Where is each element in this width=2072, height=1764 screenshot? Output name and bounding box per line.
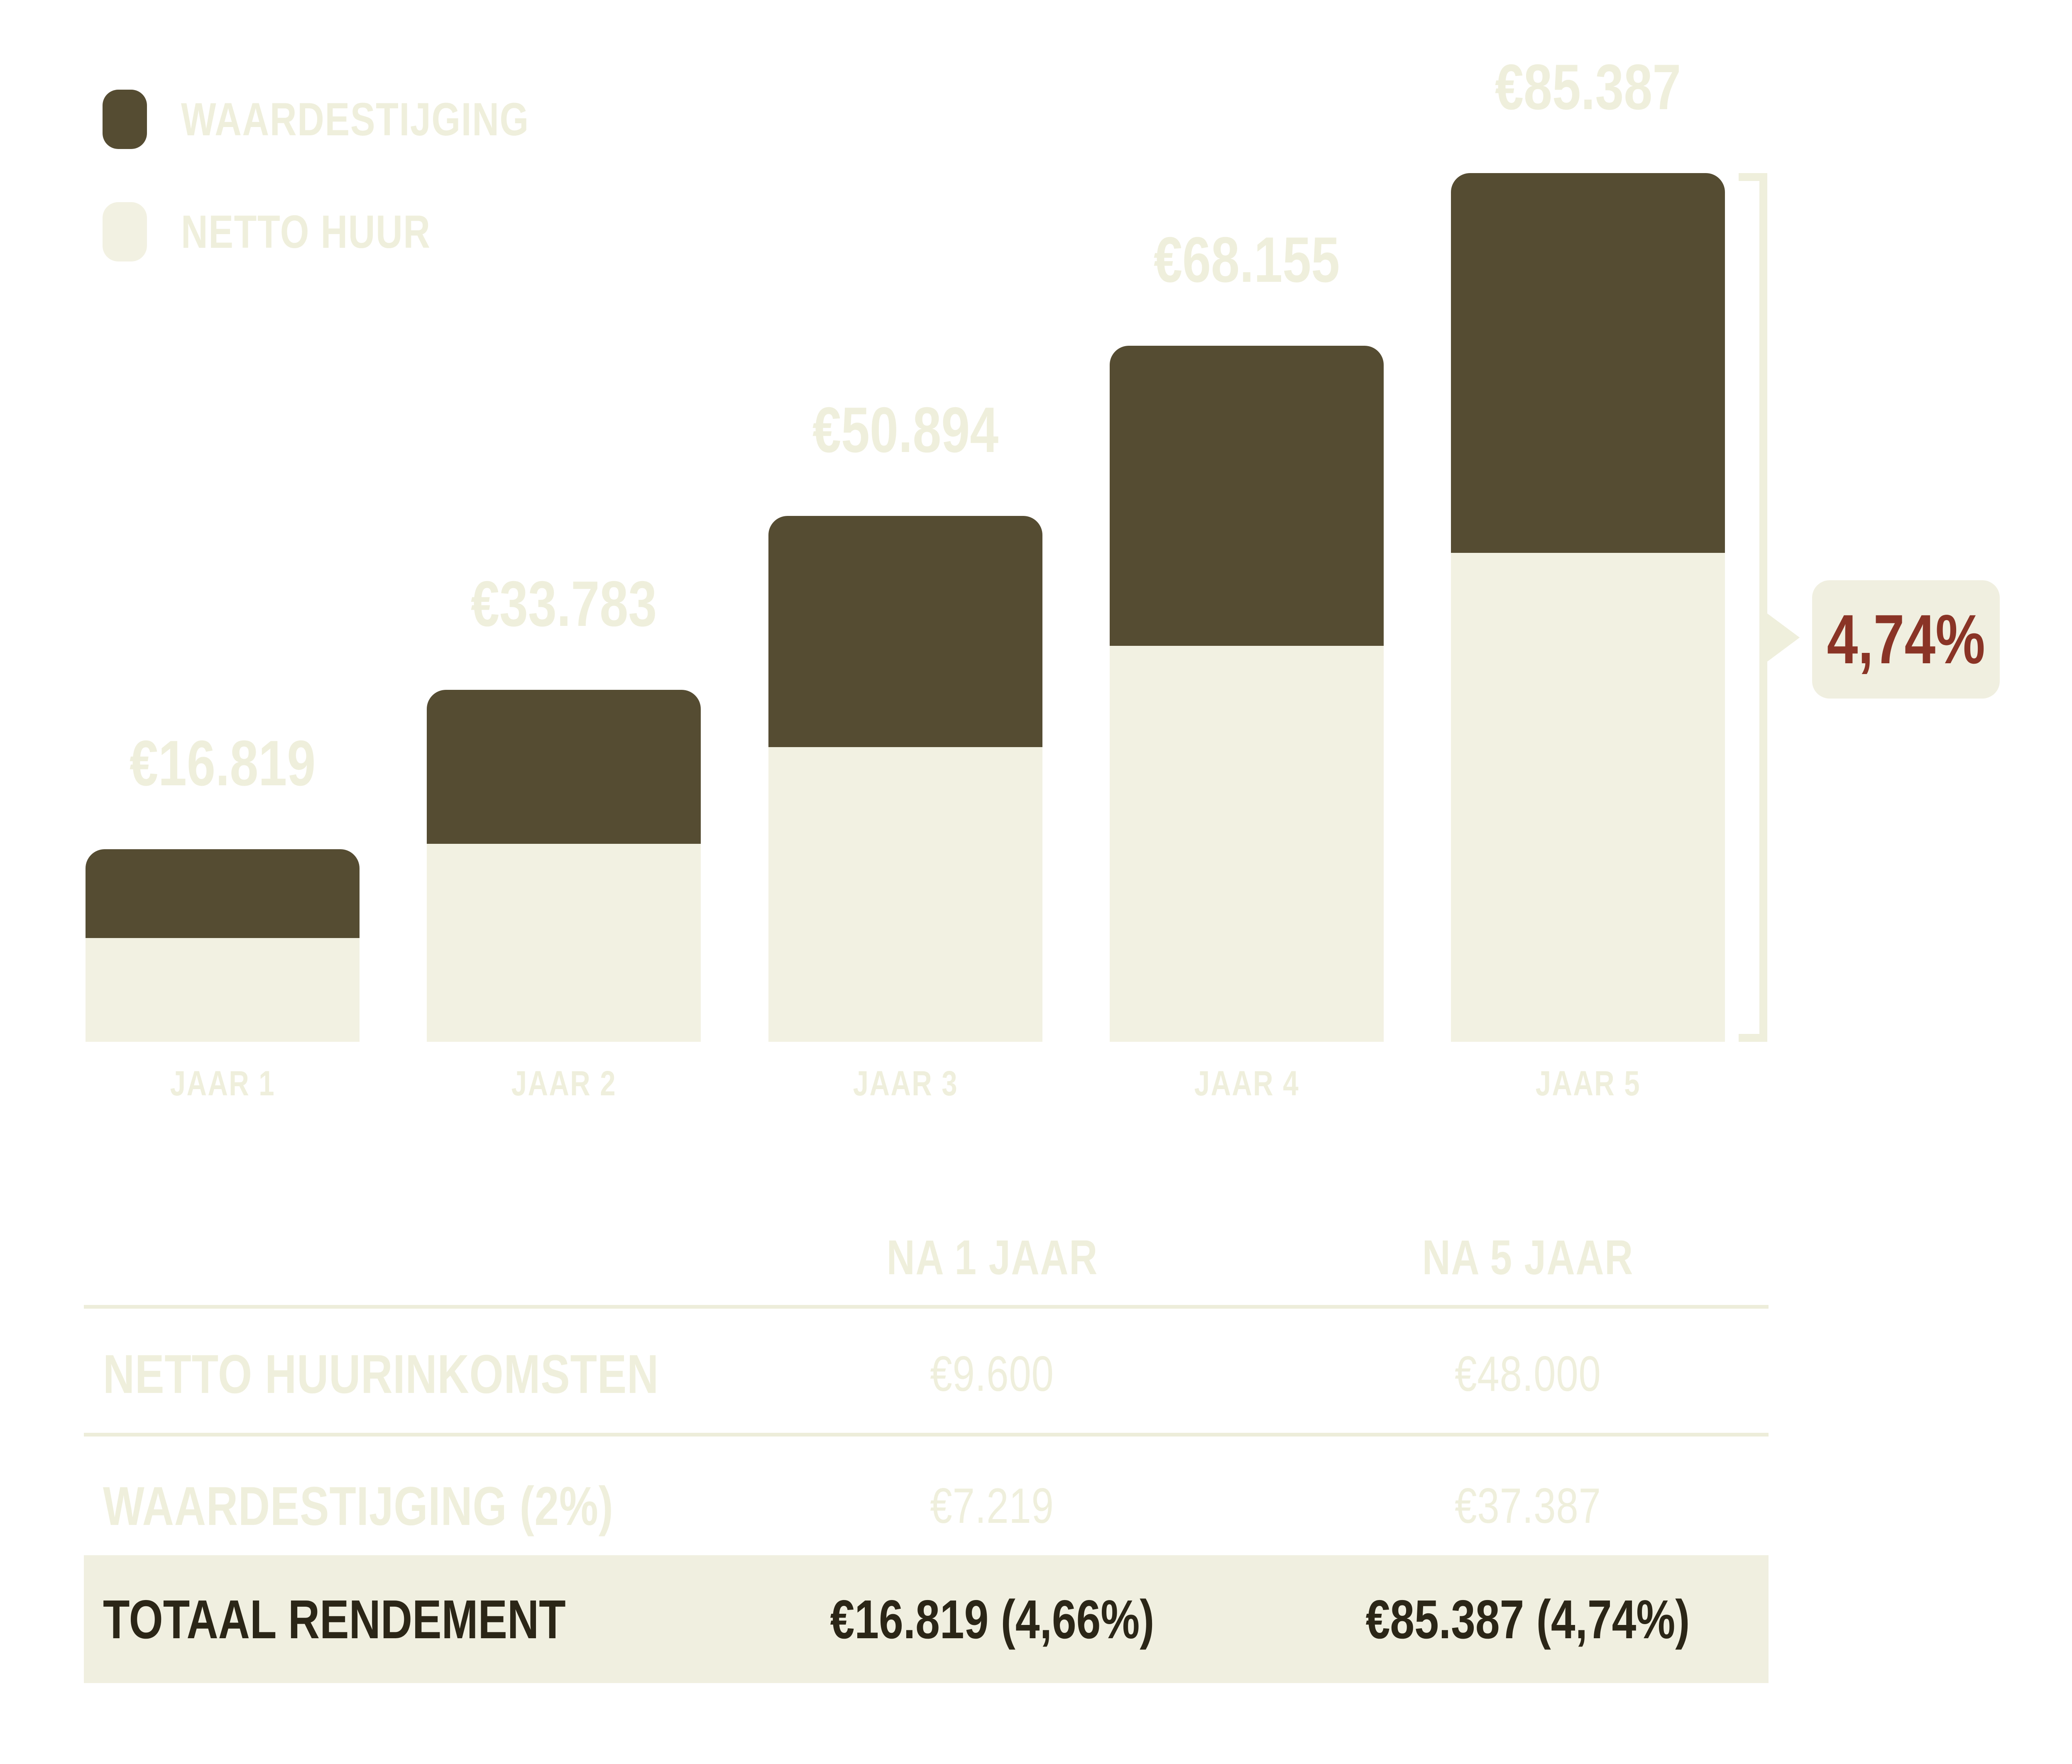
bar-segment-waardestijging bbox=[1110, 346, 1384, 646]
bar-segment-waardestijging bbox=[1451, 173, 1725, 553]
bar-segment-netto-huur bbox=[86, 938, 360, 1042]
bar-segment-netto-huur bbox=[1110, 646, 1384, 1042]
bar-jaar-5: €85.387 JAAR 5 bbox=[1451, 51, 1725, 1103]
bar-total-label: €68.155 bbox=[1153, 224, 1340, 296]
bar-category-label: JAAR 5 bbox=[1535, 1064, 1641, 1103]
bar-jaar-1: €16.819 JAAR 1 bbox=[86, 727, 360, 1103]
bar-total-label: €50.894 bbox=[812, 394, 999, 466]
bar-segment-netto-huur bbox=[427, 844, 701, 1042]
bar-jaar-4: €68.155 JAAR 4 bbox=[1110, 224, 1384, 1103]
bar-category-label: JAAR 1 bbox=[170, 1064, 275, 1103]
bar-category-label: JAAR 4 bbox=[1194, 1064, 1299, 1103]
legend-label: NETTO HUUR bbox=[181, 206, 431, 258]
bar-segment-waardestijging bbox=[427, 690, 701, 844]
bracket-cap-bottom bbox=[1739, 1034, 1767, 1042]
total-return-rate: 4,74% bbox=[1827, 600, 1985, 678]
table-divider bbox=[84, 1305, 1769, 1309]
total-row-highlight-band bbox=[84, 1555, 1769, 1683]
legend-item-waardestijging: WAARDESTIJGING bbox=[103, 90, 616, 149]
bar-jaar-3: €50.894 JAAR 3 bbox=[768, 394, 1042, 1103]
bar-segment-netto-huur bbox=[1451, 553, 1725, 1042]
bracket-arrow-icon bbox=[1767, 613, 1800, 662]
bar-segment-netto-huur bbox=[768, 747, 1042, 1042]
bar-category-label: JAAR 3 bbox=[853, 1064, 958, 1103]
bar-jaar-2: €33.783 JAAR 2 bbox=[427, 568, 701, 1103]
bracket-cap-top bbox=[1739, 173, 1767, 181]
bar-total-label: €16.819 bbox=[129, 727, 316, 799]
total-return-badge: 4,74% bbox=[1812, 580, 2000, 699]
bar-segment-waardestijging bbox=[86, 849, 360, 938]
bar-total-label: €33.783 bbox=[470, 568, 657, 640]
bracket-line bbox=[1759, 173, 1767, 1042]
bar-category-label: JAAR 2 bbox=[511, 1064, 616, 1103]
bar-total-label: €85.387 bbox=[1495, 51, 1681, 123]
legend: WAARDESTIJGING NETTO HUUR bbox=[103, 90, 616, 315]
netto-huur-swatch-icon bbox=[103, 202, 147, 261]
legend-label: WAARDESTIJGING bbox=[181, 93, 529, 145]
waardestijging-swatch-icon bbox=[103, 90, 147, 149]
bar-segment-waardestijging bbox=[768, 516, 1042, 747]
table-divider bbox=[84, 1433, 1769, 1437]
legend-item-netto-huur: NETTO HUUR bbox=[103, 202, 616, 261]
